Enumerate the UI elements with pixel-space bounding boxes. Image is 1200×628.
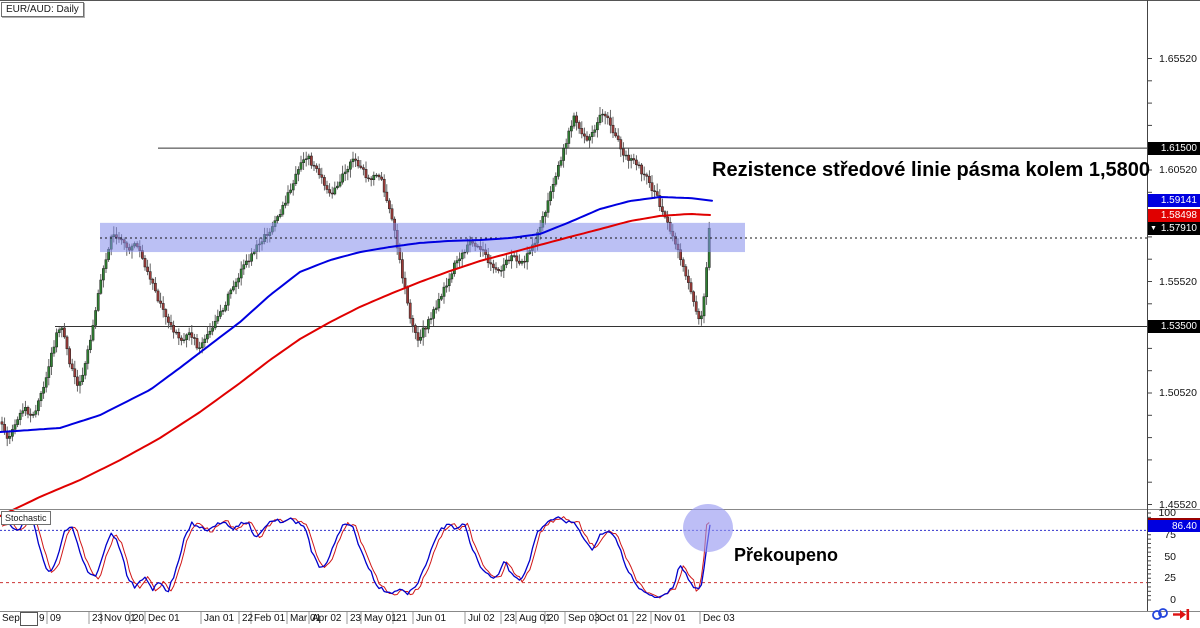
time-axis[interactable] (0, 612, 1147, 628)
symbol-timeframe-label: EUR/AUD: Daily (1, 2, 84, 17)
overbought-annotation-text[interactable]: Překoupeno (734, 545, 839, 565)
indicator-label: Stochastic (1, 511, 51, 525)
symbol-timeframe-text: EUR/AUD: Daily (6, 4, 79, 15)
axis-marker-box (20, 612, 38, 626)
candles-group (0, 107, 711, 447)
price-axis[interactable] (1148, 0, 1200, 611)
chart-shift-icon[interactable] (1172, 607, 1190, 622)
price-band-rect[interactable] (100, 222, 745, 253)
stoch-signal-line (1, 516, 710, 599)
auto-scroll-icon[interactable] (1151, 607, 1169, 622)
overbought-highlight-ellipse[interactable] (683, 504, 733, 552)
ma-fast-blue-line (0, 196, 713, 433)
indicator-label-text: Stochastic (5, 513, 47, 523)
ma-slow-red-line (0, 213, 711, 518)
stoch-main-line (1, 516, 711, 599)
resistance-annotation-text[interactable]: Rezistence středové linie pásma kolem 1,… (712, 159, 1150, 181)
